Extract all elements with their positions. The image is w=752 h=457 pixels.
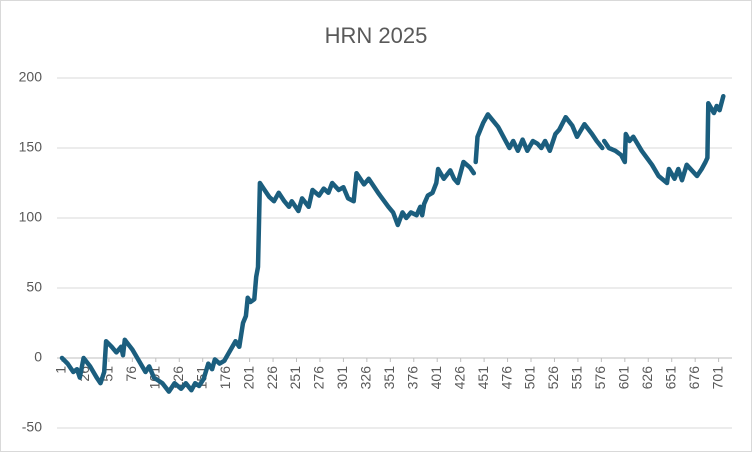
x-tick-label: 701	[709, 366, 725, 390]
x-tick-label: 251	[287, 366, 303, 390]
x-tick-label: 301	[334, 366, 350, 390]
x-tick-label: 201	[240, 366, 256, 390]
x-tick-label: 226	[264, 366, 280, 390]
x-tick-label: 501	[522, 366, 538, 390]
x-tick-label: 626	[639, 366, 655, 390]
x-tick-label: 551	[569, 366, 585, 390]
y-tick-label: 150	[19, 139, 43, 155]
x-tick-label: 1	[53, 366, 69, 374]
x-tick-label: 676	[686, 366, 702, 390]
x-tick-label: 576	[592, 366, 608, 390]
x-tick-label: 376	[404, 366, 420, 390]
y-tick-label: 50	[26, 279, 42, 295]
x-tick-label: 401	[428, 366, 444, 390]
x-tick-label: 326	[358, 366, 374, 390]
x-tick-label: 651	[662, 366, 678, 390]
chart-title: HRN 2025	[325, 23, 428, 48]
data-line	[59, 93, 726, 394]
x-tick-label: 601	[616, 366, 632, 390]
x-tick-label: 451	[475, 366, 491, 390]
x-tick-label: 176	[217, 366, 233, 390]
y-tick-label: -50	[22, 419, 42, 435]
y-tick-label: 200	[19, 69, 43, 85]
x-tick-label: 526	[545, 366, 561, 390]
x-tick-label: 276	[311, 366, 327, 390]
x-tick-label: 76	[123, 366, 139, 382]
y-tick-label: 100	[19, 209, 43, 225]
x-tick-label: 476	[498, 366, 514, 390]
y-tick-label: 0	[34, 349, 42, 365]
x-tick-label: 426	[451, 366, 467, 390]
x-tick-label: 351	[381, 366, 397, 390]
